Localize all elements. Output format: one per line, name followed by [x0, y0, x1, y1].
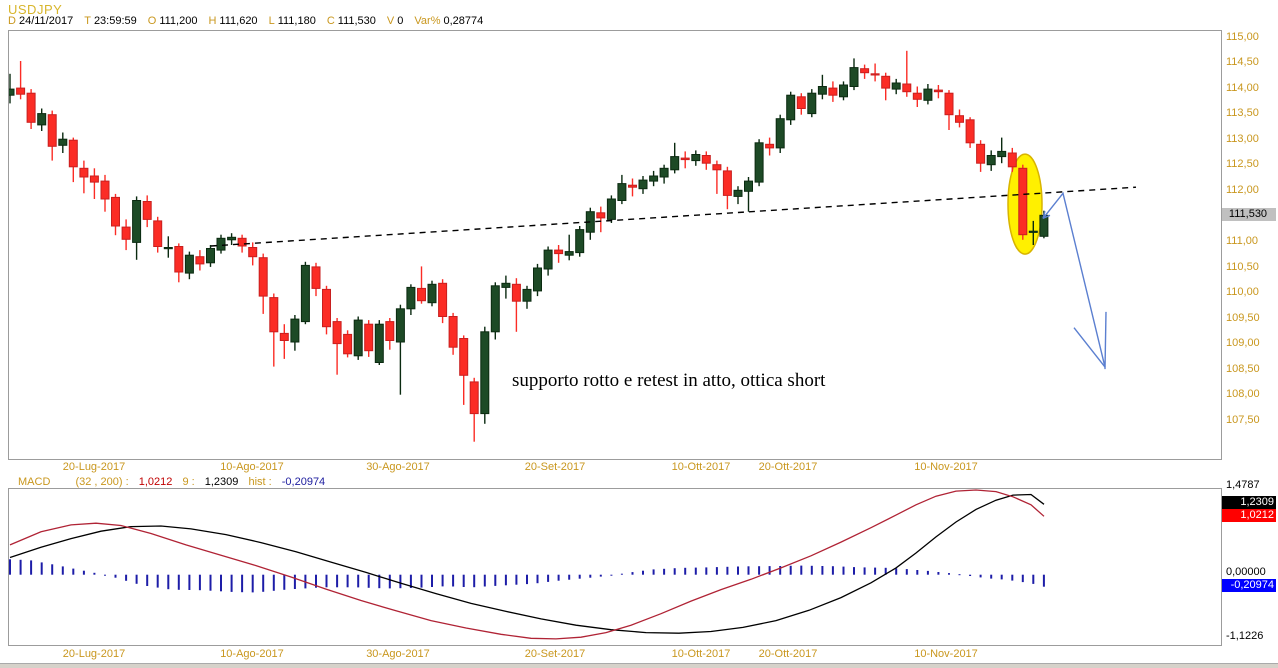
- price-tick-label: 110,50: [1226, 260, 1259, 273]
- price-tick-label: 108,50: [1226, 362, 1260, 375]
- main-chart-canvas[interactable]: [5, 31, 1221, 459]
- info-field: Var% 0,28774: [414, 15, 483, 27]
- macd-value-tag: 1,0212: [1222, 509, 1276, 522]
- price-tick-label: 113,00: [1226, 132, 1259, 145]
- date-label: 20-Lug-2017: [62, 461, 126, 473]
- macd-label: MACD: [18, 476, 51, 488]
- down-arrow: [1042, 191, 1106, 368]
- info-field: H 111,620: [208, 15, 257, 27]
- info-field: D 24/11/2017: [8, 15, 73, 27]
- date-label: 20-Lug-2017: [62, 648, 126, 660]
- macd-params: (32 , 200) :: [75, 476, 129, 488]
- date-label: 10-Nov-2017: [914, 461, 978, 473]
- macd-canvas[interactable]: [9, 489, 1221, 645]
- info-field-label: O: [147, 15, 157, 27]
- price-tick-label: 113,50: [1226, 107, 1259, 120]
- signal-value-tag: 1,2309: [1222, 496, 1276, 509]
- window-bottom-edge: [0, 663, 1278, 668]
- price-tick-label: 109,50: [1226, 311, 1260, 324]
- info-field-label: Var%: [414, 15, 441, 27]
- chart-annotation-text: supporto rotto e retest in atto, ottica …: [512, 370, 826, 391]
- price-tick-label: 114,50: [1226, 56, 1259, 68]
- info-field: O 111,200: [148, 15, 198, 27]
- macd-axis-top: 1,4787: [1226, 479, 1260, 491]
- price-tick-label: 111,00: [1226, 234, 1259, 247]
- date-label: 10-Ago-2017: [220, 648, 284, 660]
- info-field-label: D: [8, 15, 16, 27]
- trendline: [210, 186, 1137, 247]
- date-label: 10-Ott-2017: [671, 461, 731, 473]
- info-field: C 111,530: [327, 15, 376, 27]
- info-field-label: V: [386, 15, 395, 27]
- info-field-value: 111,530: [337, 15, 376, 27]
- date-label: 10-Ago-2017: [220, 461, 284, 473]
- date-label: 20-Set-2017: [524, 648, 586, 660]
- ohlc-info-bar: D 24/11/2017 T 23:59:59 O 111,200 H 111,620 L 111…: [8, 15, 483, 27]
- hist-value: -0,20974: [281, 476, 326, 488]
- price-tick-label: 110,00: [1226, 286, 1259, 298]
- macd-header: MACD (32 , 200) : 1,0212 9 : 1,2309 hist…: [18, 476, 332, 488]
- date-label: 20-Ott-2017: [758, 461, 818, 473]
- current-price-tag: 111,530: [1222, 208, 1276, 221]
- info-field: L 111,180: [269, 15, 316, 27]
- info-field-value: 0,28774: [443, 15, 484, 27]
- price-tick-label: 114,00: [1226, 81, 1259, 94]
- signal-label: 9 :: [182, 476, 195, 488]
- symbol-title: USDJPY: [8, 2, 63, 17]
- info-field: T 23:59:59: [84, 15, 137, 27]
- macd-axis-bottom: -1,1226: [1226, 630, 1264, 642]
- price-tick-label: 109,00: [1226, 337, 1260, 350]
- date-label: 30-Ago-2017: [366, 648, 430, 660]
- info-field-value: 24/11/2017: [18, 15, 74, 27]
- date-label: 30-Ago-2017: [366, 461, 430, 473]
- info-field-label: L: [268, 15, 275, 27]
- info-field-label: H: [208, 15, 217, 27]
- price-panel: [5, 30, 1222, 460]
- date-label: 10-Nov-2017: [914, 648, 978, 660]
- info-field-value: 23:59:59: [93, 15, 137, 27]
- price-tick-label: 108,00: [1226, 388, 1260, 401]
- info-field-label: T: [84, 15, 91, 27]
- date-label: 20-Set-2017: [524, 461, 586, 473]
- hist-value-tag: -0,20974: [1222, 579, 1276, 592]
- info-field-value: 111,180: [277, 15, 316, 27]
- macd-value: 1,0212: [138, 476, 173, 488]
- date-label: 10-Ott-2017: [671, 648, 731, 660]
- price-tick-label: 112,50: [1226, 158, 1259, 171]
- price-tick-label: 112,00: [1226, 183, 1259, 196]
- hist-label: hist :: [248, 476, 272, 488]
- info-field-label: C: [326, 15, 335, 27]
- macd-axis-zero: 0,00000: [1226, 566, 1266, 578]
- signal-value: 1,2309: [204, 476, 239, 488]
- price-tick-label: 115,00: [1226, 30, 1259, 43]
- info-field-value: 111,620: [219, 15, 258, 27]
- date-label: 20-Ott-2017: [758, 648, 818, 660]
- macd-panel: [8, 488, 1222, 646]
- info-field-value: 111,200: [159, 15, 198, 27]
- price-tick-label: 107,50: [1226, 413, 1260, 426]
- info-field-value: 0: [397, 15, 404, 27]
